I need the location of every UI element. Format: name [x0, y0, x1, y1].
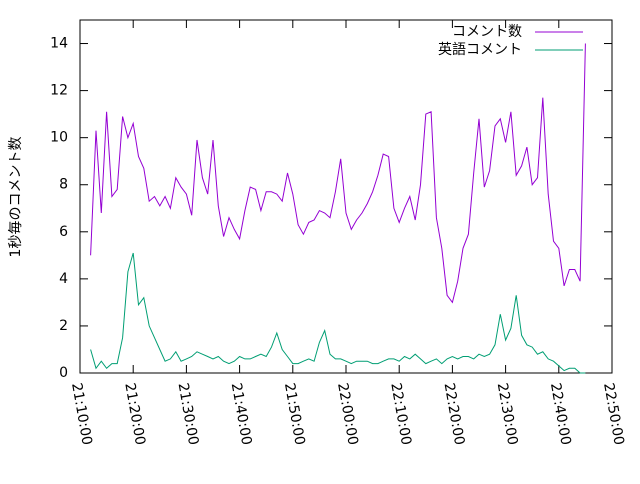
- y-tick-label: 10: [50, 130, 68, 146]
- y-tick-label: 12: [50, 83, 68, 99]
- y-tick-label: 0: [59, 365, 68, 381]
- y-tick-label: 4: [59, 271, 68, 287]
- series-line: [90, 43, 586, 304]
- legend-label: コメント数: [452, 24, 522, 40]
- y-axis-label: 1秒毎のコメント数: [8, 137, 24, 258]
- y-tick-label: 6: [59, 224, 68, 240]
- y-tick-label: 8: [59, 177, 68, 193]
- y-tick-label: 2: [59, 318, 68, 334]
- y-tick-label: 14: [50, 36, 68, 52]
- legend-label: 英語コメント: [438, 41, 522, 58]
- series-line: [90, 252, 586, 374]
